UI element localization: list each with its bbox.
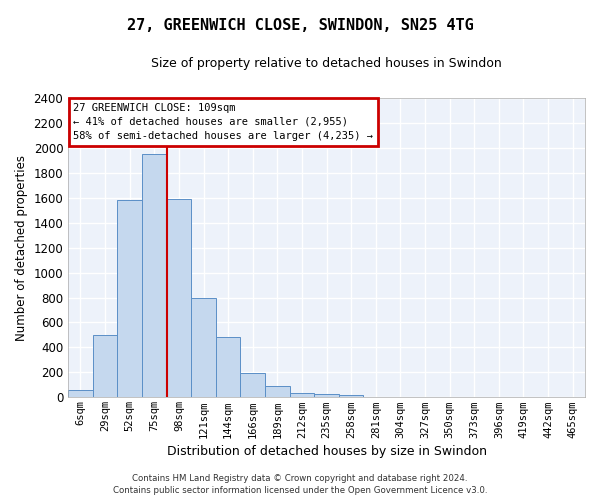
Bar: [142, 154, 167, 398]
Bar: [68, 390, 93, 398]
Bar: [216, 338, 241, 398]
Bar: [93, 335, 118, 398]
Y-axis label: Number of detached properties: Number of detached properties: [15, 154, 28, 340]
Bar: [265, 386, 290, 398]
Bar: [191, 298, 216, 398]
Title: Size of property relative to detached houses in Swindon: Size of property relative to detached ho…: [151, 58, 502, 70]
Text: 27 GREENWICH CLOSE: 109sqm
← 41% of detached houses are smaller (2,955)
58% of s: 27 GREENWICH CLOSE: 109sqm ← 41% of deta…: [73, 102, 373, 142]
Bar: [314, 394, 339, 398]
Bar: [241, 373, 265, 398]
Bar: [339, 395, 364, 398]
Bar: [290, 393, 314, 398]
Bar: [118, 200, 142, 398]
Bar: [167, 199, 191, 398]
X-axis label: Distribution of detached houses by size in Swindon: Distribution of detached houses by size …: [167, 444, 487, 458]
Text: Contains HM Land Registry data © Crown copyright and database right 2024.
Contai: Contains HM Land Registry data © Crown c…: [113, 474, 487, 495]
Text: 27, GREENWICH CLOSE, SWINDON, SN25 4TG: 27, GREENWICH CLOSE, SWINDON, SN25 4TG: [127, 18, 473, 32]
